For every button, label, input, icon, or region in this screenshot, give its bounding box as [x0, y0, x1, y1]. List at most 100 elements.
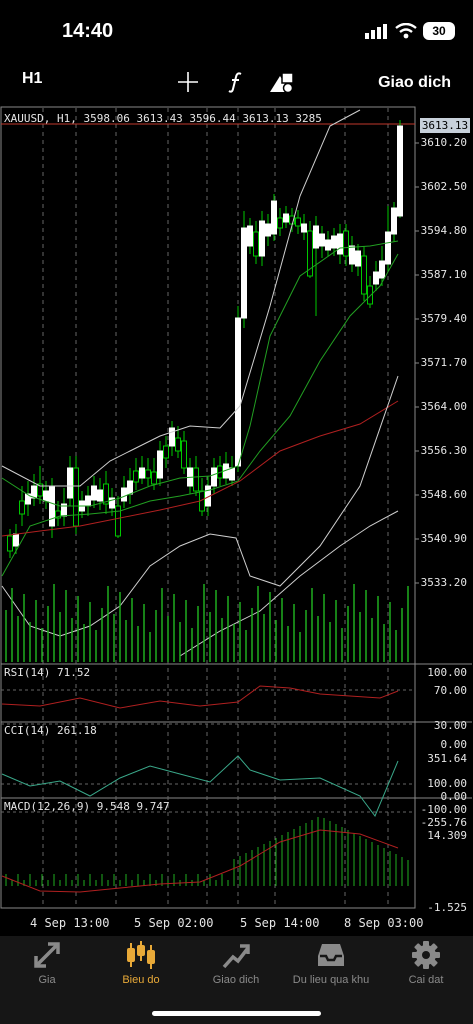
bollinger-lower [1, 375, 399, 637]
candle-body [55, 510, 61, 519]
cci-level-minus100: -100.00 [420, 803, 467, 816]
candle-body [133, 470, 139, 483]
tab-label: Gia [38, 974, 56, 986]
rsi-level-100: 100.00 [427, 666, 467, 679]
trade-link[interactable]: Giao dich [378, 74, 451, 91]
candle-body [49, 485, 55, 527]
indicators-button[interactable] [220, 66, 252, 98]
objects-button[interactable] [266, 66, 298, 98]
chart-toolbar: H1 Giao dich [0, 60, 473, 104]
macd-label: MACD(12,26,9) 9.548 9.747 [4, 800, 170, 813]
tab-label: Cai dat [408, 974, 444, 986]
rsi-level-0: 0.00 [440, 738, 468, 751]
macd-level-min: -1.525 [427, 901, 467, 914]
candle-body [121, 487, 127, 502]
time-label-2: 5 Sep 14:00 [240, 916, 320, 930]
candle-body [391, 207, 397, 235]
price-axis-label: 3533.20 [420, 576, 467, 589]
history-icon [318, 944, 344, 966]
tab-history[interactable]: Du lieu qua khu [283, 940, 379, 1000]
candle-body [115, 505, 121, 537]
candle-body [385, 231, 391, 265]
candle-body [163, 445, 169, 459]
candle-body [259, 220, 265, 257]
crosshair-button[interactable] [172, 66, 204, 98]
price-axis-label: 3571.70 [420, 356, 467, 369]
candle-body [97, 489, 103, 502]
candle-body [19, 500, 25, 515]
tab-trade[interactable]: Giao dich [189, 940, 283, 1000]
rsi-label: RSI(14) 71.52 [4, 666, 91, 679]
candle-body [157, 450, 163, 479]
candle-body [13, 533, 19, 547]
cci-level-max: 351.64 [427, 752, 467, 765]
candle-body [67, 467, 73, 499]
candle-body [325, 239, 331, 251]
candle-body [109, 497, 115, 509]
candle-body [169, 427, 175, 447]
price-axis-label: 3548.60 [420, 488, 467, 501]
price-chart[interactable] [0, 106, 473, 936]
candle-body [379, 260, 385, 279]
candle-body [25, 493, 31, 505]
status-icons: 30 [365, 22, 455, 40]
function-icon [228, 72, 242, 93]
rsi-level-30: 30.00 [433, 719, 467, 732]
candle-body [301, 223, 307, 233]
price-axis-label: 3602.50 [420, 180, 467, 193]
status-time: 14:40 [62, 20, 114, 42]
candle-body [277, 217, 283, 229]
candle-body [361, 255, 367, 295]
candle-body [73, 467, 79, 527]
candle-body [349, 245, 355, 265]
trade-icon [222, 944, 250, 969]
gear-icon [412, 941, 440, 969]
macd-level-max: 14.309 [427, 829, 467, 842]
candle-body [331, 235, 337, 249]
tab-quotes[interactable]: Gia [0, 940, 94, 1000]
ma-mid-line [1, 253, 399, 577]
macd-signal-line [1, 829, 399, 893]
cci-level-0: 0.00 [440, 790, 468, 803]
candle-body [235, 317, 241, 467]
timeframe-button[interactable]: H1 [22, 70, 43, 87]
candle-body [295, 217, 301, 227]
tab-chart[interactable]: Bieu do [94, 940, 188, 1000]
candle-body [85, 495, 91, 507]
candle-body [373, 271, 379, 285]
candle-body [337, 233, 343, 255]
time-label-0: 4 Sep 13:00 [30, 916, 110, 930]
cci-level-100: 100.00 [427, 777, 467, 790]
candle-body [193, 467, 199, 492]
ma-slow-line [1, 400, 399, 537]
crosshair-icon [178, 72, 198, 92]
candle-body [229, 467, 235, 481]
candle-body [241, 227, 247, 319]
candle-body [7, 535, 13, 552]
price-axis-label: 3610.20 [420, 136, 467, 149]
candle-body [319, 233, 325, 247]
price-axis-label: 3556.30 [420, 444, 467, 457]
candle-body [211, 467, 217, 487]
candle-body [31, 485, 37, 499]
chart-info-line: XAUUSD, H1, 3598.06 3613.43 3596.44 3613… [4, 112, 322, 125]
cci-level-min: -255.76 [420, 816, 467, 829]
wifi-icon [395, 23, 417, 39]
tab-settings[interactable]: Cai dat [379, 940, 473, 1000]
battery-indicator: 30 [423, 22, 455, 40]
bottom-tab-bar: Gia Bieu do Giao dich Du lieu qua k [0, 936, 473, 1024]
candle-body [271, 200, 277, 235]
status-bar: 14:40 30 [0, 0, 473, 60]
price-axis-label: 3587.10 [420, 268, 467, 281]
chart-area[interactable]: XAUUSD, H1, 3598.06 3613.43 3596.44 3613… [0, 106, 473, 936]
candle-body [265, 223, 271, 237]
candle-body [127, 480, 133, 495]
candle-body [313, 225, 319, 249]
candle-body [247, 225, 253, 247]
cci-line [1, 755, 399, 817]
tab-label: Du lieu qua khu [292, 974, 370, 986]
tab-label: Giao dich [212, 974, 260, 986]
home-indicator [152, 1011, 321, 1016]
quotes-icon [34, 942, 60, 968]
candle-body [151, 471, 157, 485]
